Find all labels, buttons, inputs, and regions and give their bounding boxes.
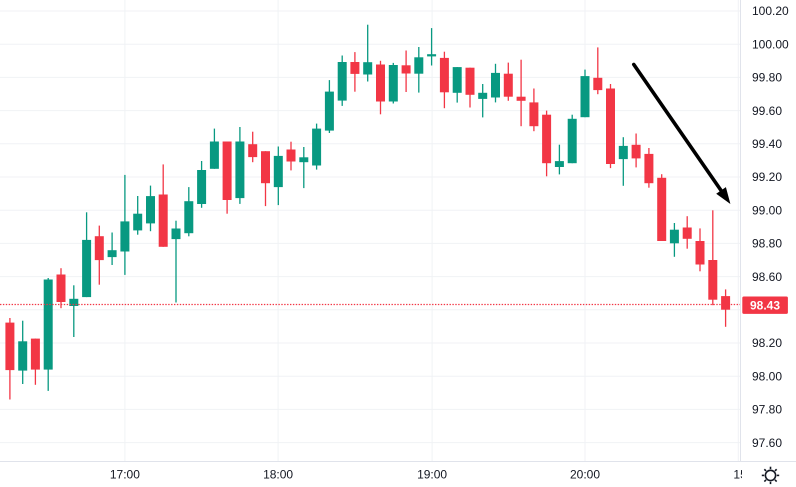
svg-text:98.00: 98.00 xyxy=(752,369,782,383)
svg-text:99.60: 99.60 xyxy=(752,104,782,118)
svg-text:100.00: 100.00 xyxy=(752,37,789,51)
svg-text:15: 15 xyxy=(733,468,747,482)
svg-text:20:00: 20:00 xyxy=(570,468,600,482)
svg-text:19:00: 19:00 xyxy=(417,468,447,482)
svg-text:97.60: 97.60 xyxy=(752,436,782,450)
svg-text:17:00: 17:00 xyxy=(110,468,140,482)
svg-text:98.20: 98.20 xyxy=(752,336,782,350)
svg-text:18:00: 18:00 xyxy=(263,468,293,482)
svg-text:98.43: 98.43 xyxy=(750,299,780,313)
svg-text:99.20: 99.20 xyxy=(752,170,782,184)
svg-text:100.20: 100.20 xyxy=(752,4,789,18)
svg-text:99.00: 99.00 xyxy=(752,203,782,217)
svg-text:97.80: 97.80 xyxy=(752,403,782,417)
svg-text:99.40: 99.40 xyxy=(752,137,782,151)
svg-text:98.80: 98.80 xyxy=(752,237,782,251)
svg-text:98.60: 98.60 xyxy=(752,270,782,284)
svg-text:99.80: 99.80 xyxy=(752,71,782,85)
